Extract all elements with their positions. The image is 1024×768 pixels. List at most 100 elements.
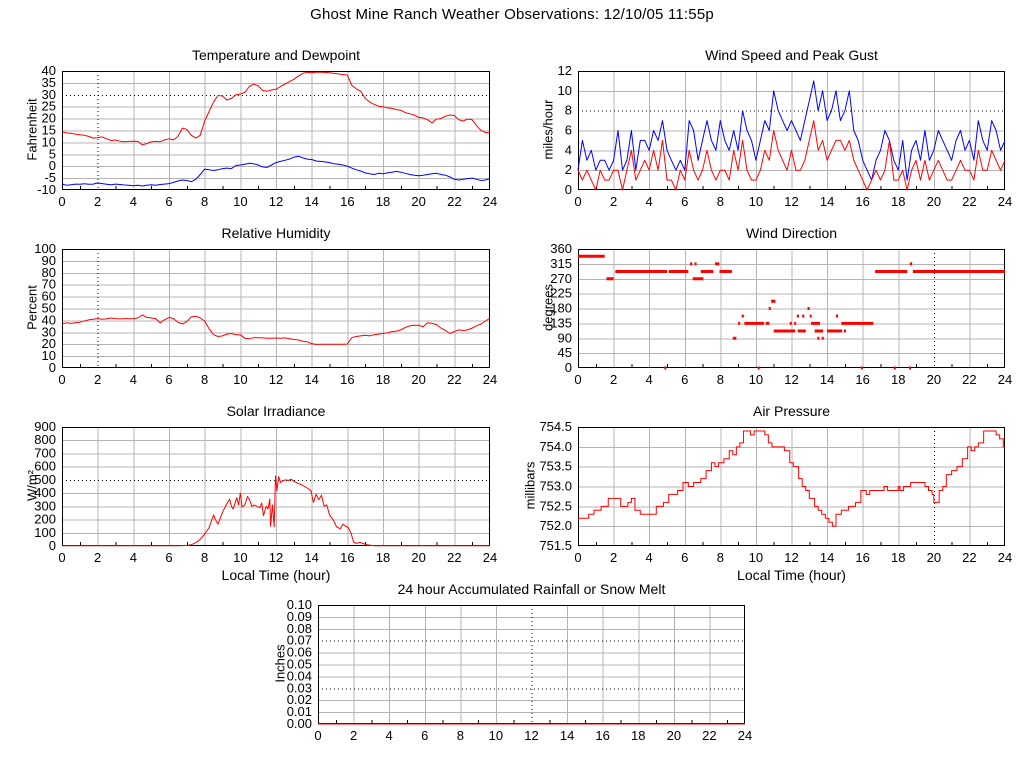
x-tick-label: 18: [631, 728, 645, 743]
x-tick-label: 22: [447, 372, 461, 387]
x-tick-label: 0: [314, 728, 321, 743]
x-tick-label: 6: [421, 728, 428, 743]
y-tick-label: 10: [558, 83, 572, 98]
x-tick-label: 22: [702, 728, 716, 743]
y-tick-label: 0: [49, 360, 56, 375]
pressure-series: [578, 430, 1005, 527]
x-tick-label: 12: [524, 728, 538, 743]
y-tick-label: 753.5: [539, 459, 572, 474]
x-tick-label: 12: [784, 550, 798, 565]
temperature-dewpoint-chart: Temperature and Dewpoint Fahrenheit 0 2 4 6 8 1…: [0, 41, 516, 234]
y-tick-label: 0.03: [287, 680, 312, 695]
x-tick-label: 14: [304, 194, 318, 209]
y-tick-label: 225: [550, 286, 572, 301]
x-tick-label: 22: [447, 194, 461, 209]
x-tick-label: 12: [784, 372, 798, 387]
x-tick-label: 2: [610, 550, 617, 565]
page-title: Ghost Mine Ranch Weather Observations: 1…: [310, 6, 714, 23]
x-tick-label: 10: [489, 728, 503, 743]
x-tick-label: 18: [891, 372, 905, 387]
tick-labels: 0 2 4 6 8 10 12 14 16 18 20 22 240100200300400500600…: [34, 419, 497, 565]
x-tick-label: 16: [340, 372, 354, 387]
x-tick-label: 10: [749, 194, 763, 209]
rainfall-chart: 24 hour Accumulated Rainfall or Snow Mel…: [256, 575, 771, 768]
chart-title: Solar Irradiance: [226, 403, 326, 419]
plot-border: [578, 249, 1005, 368]
x-tick-label: 0: [58, 194, 65, 209]
x-tick-label: 4: [646, 372, 653, 387]
x-tick-label: 24: [483, 372, 497, 387]
y-tick-label: 10: [42, 134, 56, 149]
x-tick-label: 8: [201, 550, 208, 565]
y-tick-label: 315: [550, 256, 572, 271]
x-tick-label: 16: [855, 550, 869, 565]
grid-lines: [62, 249, 490, 368]
wind-direction-series: [578, 254, 1005, 370]
y-tick-label: 135: [550, 315, 572, 330]
y-tick-label: 45: [558, 345, 572, 360]
y-tick-label: 0.09: [287, 609, 312, 624]
plot-border: [62, 427, 490, 546]
minor-ticks: [595, 364, 989, 368]
x-tick-label: 8: [717, 194, 724, 209]
x-tick-label: 12: [269, 550, 283, 565]
x-tick-label: 20: [411, 372, 425, 387]
wind-speed-series: [577, 120, 1006, 191]
y-tick-label: 30: [42, 324, 56, 339]
y-tick-label: 360: [550, 241, 572, 256]
x-tick-label: 4: [646, 550, 653, 565]
irradiance-series: [62, 475, 490, 547]
solar-irradiance-chart: Solar Irradiance W/m² Local Time (hour) 0 2 4…: [0, 397, 516, 590]
x-tick-label: 0: [574, 372, 581, 387]
x-tick-label: 22: [962, 194, 976, 209]
x-tick-label: 0: [58, 372, 65, 387]
y-tick-label: 0.10: [287, 597, 312, 612]
x-tick-label: 10: [233, 550, 247, 565]
temperature-series: [61, 71, 491, 146]
y-tick-label: 4: [565, 142, 572, 157]
tick-labels: 0 2 4 6 8 10 12 14 16 18 20 22 24751.5752.0752.5753.…: [539, 419, 1012, 565]
x-tick-label: 14: [560, 728, 574, 743]
x-tick-label: 24: [738, 728, 752, 743]
x-tick-label: 18: [376, 194, 390, 209]
tick-labels: 0 2 4 6 8 10 12 14 16 18 20 22 240459013518022527031…: [550, 241, 1012, 387]
minor-ticks: [79, 364, 474, 368]
y-tick-label: 15: [42, 123, 56, 138]
x-tick-label: 16: [595, 728, 609, 743]
chart-title: Relative Humidity: [221, 225, 331, 241]
x-tick-label: 6: [681, 372, 688, 387]
x-tick-label: 10: [233, 194, 247, 209]
tick-labels: 0 2 4 6 8 10 12 14 16 18 20 22 240102030405060708090…: [34, 241, 497, 387]
x-tick-label: 24: [483, 194, 497, 209]
y-tick-label: 35: [42, 75, 56, 90]
plot-border: [62, 249, 490, 368]
x-tick-label: 2: [350, 728, 357, 743]
chart-title: Wind Speed and Peak Gust: [705, 47, 878, 63]
plot-border: [62, 71, 490, 190]
minor-ticks: [595, 542, 989, 546]
chart-title: Air Pressure: [752, 403, 831, 419]
dewpoint-series: [61, 155, 491, 187]
tick-labels: 0 2 4 6 8 10 12 14 16 18 20 22 240.000.010.020.030.0…: [287, 597, 753, 743]
y-tick-label: 6: [565, 123, 572, 138]
x-tick-label: 8: [201, 372, 208, 387]
x-tick-label: 16: [340, 550, 354, 565]
x-tick-label: 18: [376, 550, 390, 565]
x-tick-label: 22: [962, 550, 976, 565]
x-tick-label: 0: [58, 550, 65, 565]
x-tick-label: 6: [165, 550, 172, 565]
y-tick-label: 80: [42, 265, 56, 280]
x-tick-label: 6: [165, 194, 172, 209]
y-tick-label: 200: [34, 512, 56, 527]
y-tick-label: 10: [42, 348, 56, 363]
y-tick-label: 300: [34, 498, 56, 513]
x-tick-label: 0: [574, 194, 581, 209]
tick-labels: 0 2 4 6 8 10 12 14 16 18 20 22 24-10-505101520253035…: [37, 63, 497, 209]
y-tick-label: 751.5: [539, 538, 572, 553]
x-tick-label: 8: [457, 728, 464, 743]
x-axis-label: Local Time (hour): [737, 567, 846, 583]
y-tick-label: 0.07: [287, 633, 312, 648]
chart-title: Wind Direction: [745, 225, 838, 241]
grid-lines: [578, 249, 1005, 368]
